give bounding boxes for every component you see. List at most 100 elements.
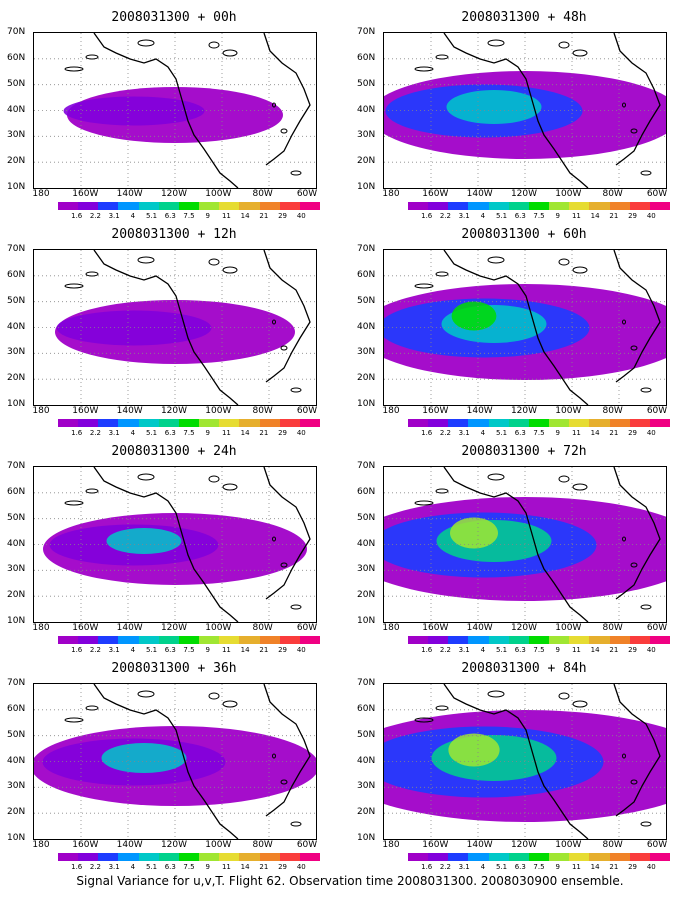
colorbar-swatch xyxy=(299,202,321,210)
panel-title: 2008031300 + 84h xyxy=(461,661,587,676)
colorbar-swatch xyxy=(239,202,260,210)
colorbar-label: 9 xyxy=(205,212,210,220)
island-outline xyxy=(572,483,588,491)
island-outline xyxy=(222,266,238,274)
colorbar-label: 9 xyxy=(205,646,210,654)
panel-title: 2008031300 + 36h xyxy=(111,661,237,676)
longitude-label: 100W xyxy=(555,406,582,416)
colorbar-label: 1.6 xyxy=(71,212,83,220)
latitude-label: 60N xyxy=(7,52,26,63)
colorbar-swatch xyxy=(279,853,300,861)
island-outline xyxy=(290,170,302,176)
variance-map xyxy=(34,467,316,622)
colorbar-swatch xyxy=(649,202,671,210)
island-outline xyxy=(208,41,220,49)
colorbar-label: 40 xyxy=(296,212,306,220)
longitude-label: 120W xyxy=(510,406,538,416)
island-outline xyxy=(280,562,288,568)
colorbar-label: 11 xyxy=(221,646,231,654)
colorbar xyxy=(58,202,321,210)
latitude-label: 30N xyxy=(7,781,26,792)
latitude-label: 10N xyxy=(357,399,376,409)
island-outline xyxy=(85,705,99,711)
island-outline xyxy=(572,49,588,57)
colorbar-label: 4 xyxy=(480,646,486,654)
variance-map xyxy=(34,250,316,405)
island-outline xyxy=(414,717,434,723)
colorbar-swatch xyxy=(448,202,469,210)
panel-title: 2008031300 + 12h xyxy=(111,227,237,242)
colorbar-swatch xyxy=(428,202,449,210)
colorbar-swatch xyxy=(279,419,300,427)
colorbar-label: 4 xyxy=(480,429,486,437)
longitude-label: 80W xyxy=(252,189,273,199)
coastline xyxy=(93,33,239,188)
island-outline xyxy=(208,692,220,700)
colorbar-label: 21 xyxy=(609,646,619,654)
longitude-label: 80W xyxy=(252,840,273,850)
longitude-label: 120W xyxy=(510,840,538,850)
colorbar-swatch xyxy=(468,419,489,427)
longitude-label: 60W xyxy=(646,406,668,416)
coastline xyxy=(443,33,589,188)
colorbar-label: 21 xyxy=(609,429,619,437)
colorbar-swatch xyxy=(219,419,240,427)
colorbar-label: 29 xyxy=(628,863,638,871)
latitude-label: 40N xyxy=(357,755,376,766)
latitude-label: 20N xyxy=(7,590,26,601)
colorbar-label: 1.6 xyxy=(421,646,433,654)
island-outline xyxy=(487,473,505,481)
map-panel xyxy=(33,32,317,189)
island-outline xyxy=(630,779,638,785)
longitude-label: 140W xyxy=(116,840,143,850)
colorbar-label: 40 xyxy=(646,863,656,871)
island-outline xyxy=(558,258,570,266)
colorbar-label: 3.1 xyxy=(458,429,470,437)
colorbar-label: 5.1 xyxy=(495,863,508,871)
latitude-label: 30N xyxy=(357,347,376,358)
island-outline xyxy=(208,475,220,483)
variance-contour xyxy=(448,733,500,767)
island-outline xyxy=(630,562,638,568)
colorbar-swatch xyxy=(649,419,671,427)
latitude-label: 70N xyxy=(7,461,26,471)
colorbar-label: 6.3 xyxy=(164,646,176,654)
island-outline xyxy=(222,700,238,708)
island-outline xyxy=(487,690,505,698)
colorbar-swatch xyxy=(408,853,429,861)
colorbar-swatch xyxy=(508,853,529,861)
colorbar-label: 2.2 xyxy=(439,863,451,871)
variance-map xyxy=(384,684,666,839)
longitude-label: 180 xyxy=(32,406,50,416)
latitude-label: 20N xyxy=(357,590,376,601)
colorbar-label: 2.2 xyxy=(439,429,451,437)
colorbar-label: 40 xyxy=(646,212,656,220)
island-outline xyxy=(272,536,276,542)
figure-caption: Signal Variance for u,v,T. Flight 62. Ob… xyxy=(76,874,624,888)
coastline xyxy=(93,684,239,839)
longitude-label: 160W xyxy=(422,406,449,416)
longitude-label: 100W xyxy=(205,840,232,850)
colorbar-swatch xyxy=(259,853,280,861)
longitude-label: 140W xyxy=(116,406,143,416)
longitude-label: 120W xyxy=(160,840,188,850)
colorbar-label: 4 xyxy=(130,863,136,871)
colorbar-label: 1.6 xyxy=(71,646,83,654)
island-outline xyxy=(64,283,84,289)
colorbar-label: 6.3 xyxy=(514,212,526,220)
colorbar-swatch xyxy=(448,853,469,861)
colorbar-swatch xyxy=(158,853,179,861)
colorbar-swatch xyxy=(508,419,529,427)
colorbar-swatch xyxy=(138,202,159,210)
colorbar-swatch xyxy=(408,202,429,210)
latitude-label: 20N xyxy=(357,373,376,384)
colorbar-swatch xyxy=(219,853,240,861)
colorbar-label: 9 xyxy=(555,212,560,220)
coastline xyxy=(93,250,239,405)
colorbar-swatch xyxy=(448,636,469,644)
colorbar-swatch xyxy=(58,202,79,210)
island-outline xyxy=(414,283,434,289)
latitude-label: 20N xyxy=(7,373,26,384)
island-outline xyxy=(137,39,155,47)
colorbar-label: 29 xyxy=(278,212,288,220)
